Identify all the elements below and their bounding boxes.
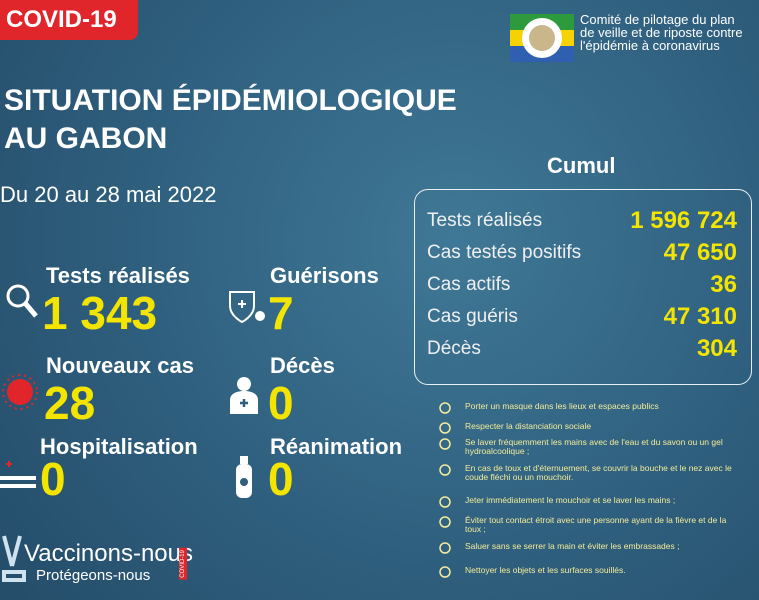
row-value: 1 596 724 [630, 207, 737, 234]
stat-label: Nouveaux cas [46, 353, 194, 378]
badge: COVID-19 [0, 0, 138, 40]
row-value: 304 [696, 335, 737, 362]
advice-item: En cas de toux et d'éternuement, se couv… [437, 464, 735, 482]
row-value: 47 310 [663, 303, 737, 330]
advice-item: Porter un masque dans les lieux et espac… [437, 402, 735, 414]
advice-icon [439, 566, 451, 578]
row-label: Cas guéris [427, 306, 518, 327]
stat-label: Tests réalisés [46, 263, 190, 288]
person-icon [230, 377, 258, 414]
row-value: 36 [710, 271, 737, 298]
advice-icon [439, 438, 451, 450]
row-label: Décès [427, 338, 481, 359]
title: SITUATION ÉPIDÉMIOLOGIQUE AU GABON [4, 82, 457, 158]
stat-label: Guérisons [270, 263, 379, 288]
committee-line: de veille et de riposte contre [580, 25, 743, 40]
advice-item: Jeter immédiatement le mouchoir et se la… [437, 496, 735, 508]
advice-icon [439, 496, 451, 508]
stat-value: 0 [40, 453, 66, 505]
stat-value: 1 343 [42, 287, 158, 339]
row-label: Tests réalisés [427, 210, 543, 231]
cumul-row: Cas actifs 36 [427, 271, 737, 304]
cumul-title: Cumul [547, 153, 616, 178]
stat-value: 7 [268, 287, 294, 339]
cumul-row: Cas guéris 47 310 [427, 303, 737, 336]
title-line: SITUATION ÉPIDÉMIOLOGIQUE [4, 84, 457, 117]
stat-label: Hospitalisation [40, 434, 198, 459]
bed-icon [0, 461, 36, 488]
advice-item: Saluer sans se serrer la main et éviter … [437, 542, 735, 554]
advice-icon [439, 402, 451, 414]
shield-icon [229, 291, 265, 324]
advice-icon [439, 542, 451, 554]
cumul-row: Tests réalisés 1 596 724 [427, 207, 737, 240]
v-hand-icon [2, 535, 26, 582]
cumul-row: Cas testés positifs 47 650 [427, 239, 737, 272]
committee: Comité de pilotage du plan de veille et … [580, 13, 743, 52]
advice-icon [439, 464, 451, 476]
row-label: Cas testés positifs [427, 242, 582, 263]
oxygen-icon [236, 456, 252, 498]
advice-icon [439, 422, 451, 434]
stat-label: Décès [270, 353, 335, 378]
committee-line: Comité de pilotage du plan [580, 12, 735, 27]
search-icon [6, 284, 38, 318]
advice-item: Respecter la distanciation sociale [437, 422, 735, 434]
advice-item: Éviter tout contact étroit avec une pers… [437, 516, 735, 534]
cumul-table: Tests réalisés 1 596 724 Cas testés positi… [414, 189, 752, 385]
stat-value: 0 [268, 377, 294, 429]
row-label: Cas actifs [427, 274, 511, 295]
period: Du 20 au 28 mai 2022 [0, 182, 217, 207]
committee-line: l'épidémie à coronavirus [580, 38, 720, 53]
footer-line: Vaccinons-nous [24, 540, 193, 567]
advice-item: Se laver fréquemment les mains avec de l… [437, 438, 735, 456]
flag-emblem [510, 14, 574, 62]
advice-item: Nettoyer les objets et les surfaces soui… [437, 566, 735, 578]
advice-icon [439, 516, 451, 528]
stat-label: Réanimation [270, 434, 403, 459]
footer-tag: COVID-19 [179, 548, 187, 580]
stat-value: 0 [268, 453, 294, 505]
footer-line: Protégeons-nous [36, 567, 151, 584]
cumul-row: Décès 304 [427, 335, 737, 368]
title-line: AU GABON [4, 122, 168, 155]
row-value: 47 650 [663, 239, 737, 266]
virus-icon [2, 374, 38, 410]
stat-value: 28 [44, 377, 96, 429]
